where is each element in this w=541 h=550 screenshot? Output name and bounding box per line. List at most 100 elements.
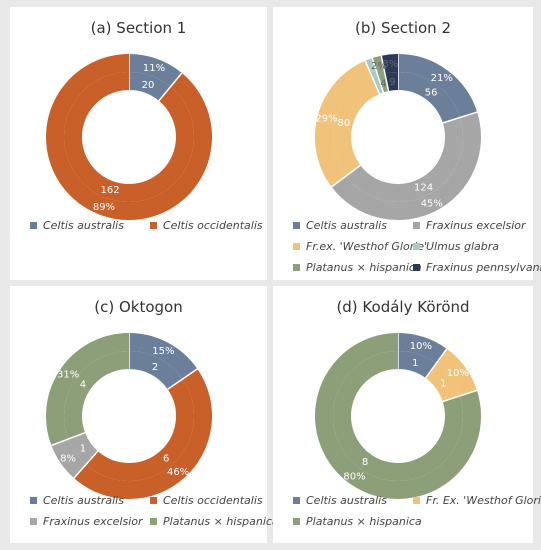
outer-ring-slice-celtis-australis xyxy=(397,333,447,364)
legend-swatch xyxy=(293,243,300,250)
outer-ring-slice-fraxinus-excelsior xyxy=(51,438,87,479)
legend-label: Fraxinus excelsior xyxy=(43,515,143,528)
inner-ring-slice-platanus-hispanica xyxy=(333,351,463,481)
slice-separator xyxy=(73,464,87,479)
inner-data-label: 4 xyxy=(380,78,386,89)
outer-data-label: 80% xyxy=(343,471,365,482)
outer-ring-slice-celtis-australis xyxy=(397,54,478,118)
slice-separator xyxy=(158,86,171,102)
inner-data-label: 56 xyxy=(425,87,438,98)
legend-label: Celtis australis xyxy=(306,219,387,232)
legend-swatch xyxy=(413,222,420,229)
slice-separator xyxy=(167,378,183,390)
legend-label: Platanus × hispanica xyxy=(306,261,422,274)
slice-separator xyxy=(384,73,390,92)
legend-swatch xyxy=(150,497,157,504)
slice-separator xyxy=(364,60,373,78)
inner-ring-slice-fraxinus-excelsior xyxy=(68,432,99,465)
panel-section-1: (a) Section 1 11% 20 89% 162 Celtis austral… xyxy=(10,7,267,280)
legend-swatch xyxy=(30,497,37,504)
slice-separator xyxy=(371,57,379,76)
legend-label: Platanus × hispanica xyxy=(306,515,422,528)
slice-separator xyxy=(51,438,69,447)
legend-swatch xyxy=(293,264,300,271)
legend-item-fr-ex-westhof-glorie: Fr. Ex. 'Westhof Glorie' xyxy=(413,494,541,507)
inner-ring-slice-celtis-australis xyxy=(397,351,437,379)
legend-swatch xyxy=(413,243,420,250)
slice-separator xyxy=(442,395,461,403)
outer-data-label: 31% xyxy=(57,369,79,380)
inner-data-label: 162 xyxy=(101,185,120,196)
slice-separator xyxy=(67,431,86,440)
legend-item-celtis-occidentalis: Celtis occidentalis xyxy=(150,494,263,507)
slice-separator xyxy=(380,55,386,74)
legend-swatch xyxy=(30,222,37,229)
inner-ring-slice-celtis-australis xyxy=(128,72,171,102)
legend-label: Fr.ex. 'Westhof Glorie' xyxy=(306,240,428,253)
panel-title: (a) Section 1 xyxy=(90,19,187,37)
donut-chart: 10%110%180%8 xyxy=(315,333,481,499)
outer-ring-slice-celtis-occidentalis xyxy=(46,54,212,220)
legend-swatch xyxy=(30,518,37,525)
legend-item-fr-ex-westhof-glorie: Fr.ex. 'Westhof Glorie' xyxy=(293,240,427,253)
legend-item-ulmus-glabra: Ulmus glabra xyxy=(413,240,499,253)
outer-data-label: 46% xyxy=(167,467,189,478)
inner-ring-slice-fr-ex-westhof-glorie xyxy=(425,363,460,402)
legend-label: Fraxinus pennsylvanica xyxy=(426,261,541,274)
legend-item-celtis-australis: Celtis australis xyxy=(30,494,124,507)
slice-separator xyxy=(182,368,198,380)
inner-ring-slice-celtis-australis xyxy=(128,351,183,390)
legend-item-celtis-occidentalis: Celtis occidentalis xyxy=(150,219,263,232)
slice-separator xyxy=(377,74,385,93)
inner-data-label: 80 xyxy=(338,118,351,129)
outer-data-label: 2% xyxy=(371,61,387,72)
outer-data-label: 3% xyxy=(383,59,399,70)
panel-title: (b) Section 2 xyxy=(354,19,452,37)
outer-data-label: 45% xyxy=(421,198,443,209)
legend-item-celtis-australis: Celtis australis xyxy=(293,219,387,232)
legend-item-platanus-hispanica: Platanus × hispanica xyxy=(150,515,279,528)
legend-item-celtis-australis: Celtis australis xyxy=(293,494,387,507)
slice-separator xyxy=(435,348,448,364)
inner-data-label: 8 xyxy=(362,457,368,468)
legend-label: Fr. Ex. 'Westhof Glorie' xyxy=(426,494,541,507)
outer-data-label: 21% xyxy=(431,73,453,84)
donut-chart: 21% 56 45% 124 29% 80 2% 4 3% 9 xyxy=(315,54,481,220)
inner-data-label: 124 xyxy=(414,182,433,193)
legend-label: Celtis occidentalis xyxy=(163,219,263,232)
inner-data-label: 1 xyxy=(80,443,86,454)
outer-data-label: 10% xyxy=(410,341,432,352)
outer-ring-slice-fr-ex-westhof-glorie xyxy=(435,348,477,397)
legend-swatch xyxy=(293,518,300,525)
outer-ring-slice-fr-ex-westhof-glorie xyxy=(315,60,373,187)
panel-title: (c) Oktogon xyxy=(94,298,183,316)
outer-data-label: 29% xyxy=(315,113,337,124)
legend-swatch xyxy=(413,264,420,271)
panel-oktogon: (c) Oktogon 15% 2 46% 6 8% 1 31% 4 Celtis austr… xyxy=(10,286,279,543)
inner-ring-slice-celtis-australis xyxy=(397,72,460,124)
inner-data-label: 9 xyxy=(389,77,395,88)
outer-data-label: 10% xyxy=(447,368,469,379)
legend-swatch xyxy=(413,497,420,504)
slice-separator xyxy=(331,175,347,188)
inner-data-label: 6 xyxy=(163,453,169,464)
legend-item-fraxinus-pennsylvanica: Fraxinus pennsylvanica xyxy=(413,261,541,274)
outer-ring-slice-platanus-hispanica xyxy=(315,333,481,499)
slice-separator xyxy=(345,164,361,177)
legend-item-celtis-australis: Celtis australis xyxy=(30,219,124,232)
panel-section-2: (b) Section 2 21% 56 45% 124 29% 80 2% 4 3% 9 Cel… xyxy=(273,7,541,280)
inner-ring-slice-fraxinus-excelsior xyxy=(346,117,463,202)
inner-data-label: 4 xyxy=(80,380,86,391)
legend-swatch xyxy=(293,497,300,504)
legend-label: Celtis australis xyxy=(306,494,387,507)
legend-item-platanus-hispanica: Platanus × hispanica xyxy=(293,515,422,528)
inner-ring-slice-platanus-hispanica xyxy=(64,351,130,440)
legend-label: Platanus × hispanica xyxy=(163,515,279,528)
inner-data-label: 1 xyxy=(412,358,418,369)
donut-chart: 15% 2 46% 6 8% 1 31%4 xyxy=(46,333,212,499)
legend-swatch xyxy=(293,222,300,229)
panel-title: (d) Kodály Körönd xyxy=(336,298,470,316)
legend-swatch xyxy=(150,222,157,229)
slice-separator xyxy=(425,362,437,379)
slice-separator xyxy=(371,77,381,95)
